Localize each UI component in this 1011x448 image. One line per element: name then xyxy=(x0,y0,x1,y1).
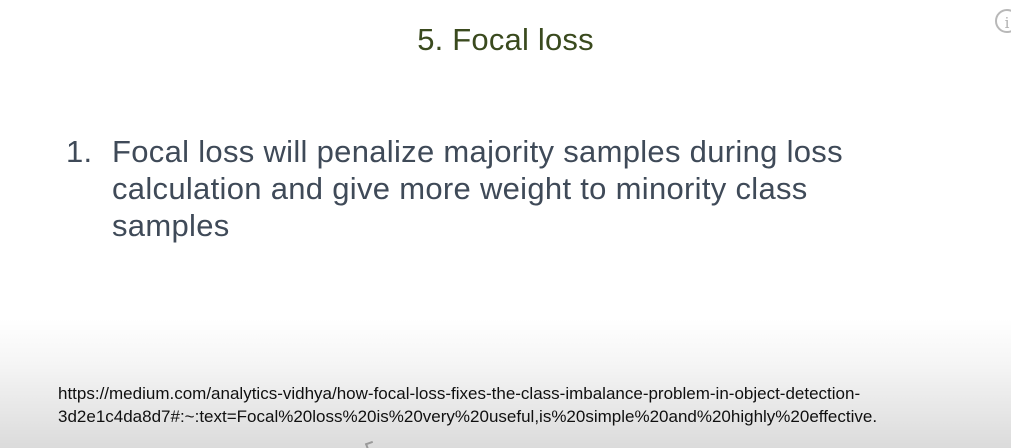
list-item-text: Focal loss will penalize majority sample… xyxy=(112,134,843,243)
info-icon[interactable]: i xyxy=(995,9,1011,33)
video-controls-gradient xyxy=(0,318,1011,448)
reference-line-1: https://medium.com/analytics-vidhya/how-… xyxy=(58,384,861,403)
reference-line-2: 3d2e1c4da8d7#:~:text=Focal%20loss%20is%2… xyxy=(58,407,878,426)
list-item-number: 1. xyxy=(66,134,93,169)
list-item: 1. Focal loss will penalize majority sam… xyxy=(66,133,966,244)
bullet-list: 1. Focal loss will penalize majority sam… xyxy=(66,133,966,244)
slide-title: 5. Focal loss xyxy=(417,22,594,57)
reference-link[interactable]: https://medium.com/analytics-vidhya/how-… xyxy=(58,382,978,428)
